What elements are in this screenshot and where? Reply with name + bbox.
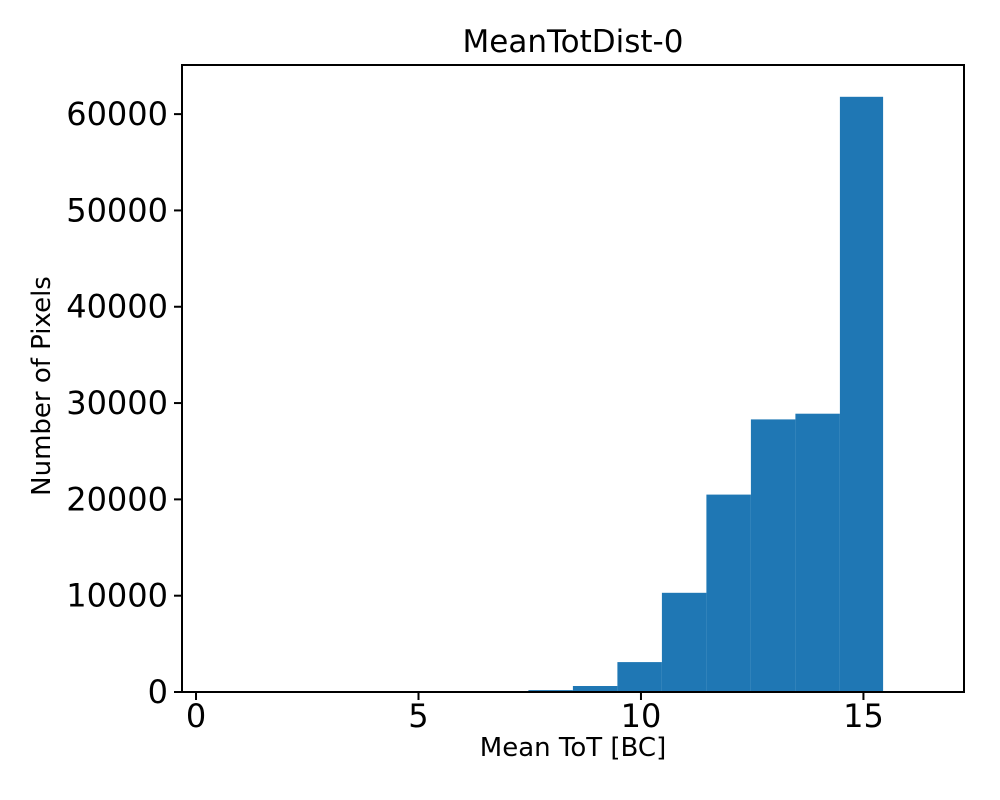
plot-border [181,64,965,693]
chart-title: MeanTotDist-0 [462,24,684,60]
histogram-bar [661,592,707,692]
histogram-bar [706,494,751,692]
x-tick-label: 15 [843,697,884,735]
x-axis-label: Mean ToT [BC] [479,733,667,763]
x-tick-label: 5 [408,697,428,735]
histogram-bar [795,413,840,692]
y-tick-label: 10000 [66,577,168,615]
y-tick-label: 30000 [66,384,168,422]
y-tick-label: 40000 [66,288,168,326]
x-tick-label: 10 [621,697,662,735]
y-tick-label: 50000 [66,191,168,229]
y-tick-label: 60000 [66,95,168,133]
x-tick-label: 0 [186,697,206,735]
histogram-bar [572,686,618,692]
histogram-bar [839,96,884,693]
y-tick-label: 20000 [66,480,168,518]
y-axis-label: Number of Pixels [27,276,57,496]
histogram-bar [750,419,796,692]
y-tick-label: 0 [148,673,168,711]
histogram-bar [617,662,662,692]
